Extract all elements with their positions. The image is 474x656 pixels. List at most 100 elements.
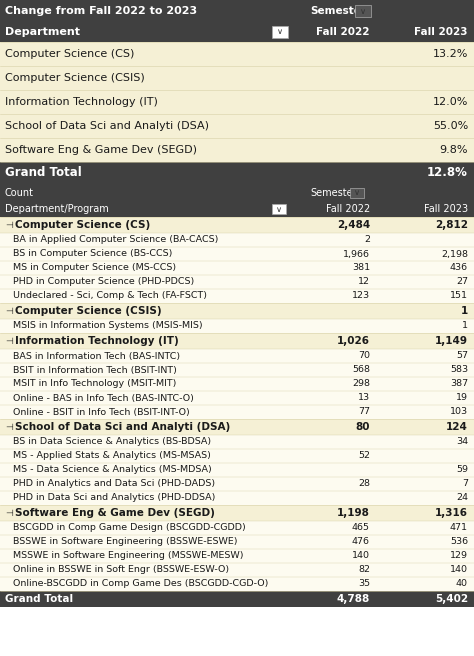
Text: 4,788: 4,788 bbox=[337, 594, 370, 604]
Text: 13.2%: 13.2% bbox=[433, 49, 468, 59]
Text: 583: 583 bbox=[450, 365, 468, 375]
Bar bbox=[0, 349, 474, 363]
Text: Software Eng & Game Dev (SEGD): Software Eng & Game Dev (SEGD) bbox=[5, 145, 197, 155]
Text: Department/Program: Department/Program bbox=[5, 204, 109, 214]
Text: ⊣: ⊣ bbox=[5, 422, 13, 432]
Bar bbox=[350, 188, 364, 197]
Text: ∨: ∨ bbox=[354, 188, 360, 197]
Text: 12.0%: 12.0% bbox=[433, 97, 468, 107]
Text: 1,149: 1,149 bbox=[435, 336, 468, 346]
Text: MSIS in Information Systems (MSIS-MIS): MSIS in Information Systems (MSIS-MIS) bbox=[13, 321, 202, 331]
Text: Semester: Semester bbox=[310, 188, 356, 197]
Text: Grand Total: Grand Total bbox=[5, 594, 73, 604]
Text: 34: 34 bbox=[456, 438, 468, 447]
Text: 57: 57 bbox=[456, 352, 468, 361]
Bar bbox=[0, 201, 474, 217]
Text: Fall 2023: Fall 2023 bbox=[414, 27, 468, 37]
Bar bbox=[0, 217, 474, 233]
Bar bbox=[0, 405, 474, 419]
Text: 19: 19 bbox=[456, 394, 468, 403]
Text: 82: 82 bbox=[358, 565, 370, 575]
Text: Computer Science (CS): Computer Science (CS) bbox=[5, 49, 134, 59]
Text: BSSWE in Software Engineering (BSSWE-ESWE): BSSWE in Software Engineering (BSSWE-ESW… bbox=[13, 537, 237, 546]
Text: Computer Science (CSIS): Computer Science (CSIS) bbox=[5, 73, 145, 83]
Text: BS in Data Science & Analytics (BS-BDSA): BS in Data Science & Analytics (BS-BDSA) bbox=[13, 438, 211, 447]
Text: 24: 24 bbox=[456, 493, 468, 502]
Text: 151: 151 bbox=[450, 291, 468, 300]
Text: ∨: ∨ bbox=[277, 28, 283, 37]
Bar bbox=[0, 247, 474, 261]
Text: Online-BSCGDD in Comp Game Des (BSCGDD-CGD-O): Online-BSCGDD in Comp Game Des (BSCGDD-C… bbox=[13, 579, 268, 588]
Bar bbox=[0, 505, 474, 521]
Bar bbox=[0, 477, 474, 491]
Text: 5,402: 5,402 bbox=[435, 594, 468, 604]
Text: Software Eng & Game Dev (SEGD): Software Eng & Game Dev (SEGD) bbox=[15, 508, 215, 518]
Text: 1,198: 1,198 bbox=[337, 508, 370, 518]
Text: BS in Computer Science (BS-CCS): BS in Computer Science (BS-CCS) bbox=[13, 249, 173, 258]
Text: 27: 27 bbox=[456, 277, 468, 287]
Text: 9.8%: 9.8% bbox=[439, 145, 468, 155]
Text: 2,484: 2,484 bbox=[337, 220, 370, 230]
Text: 2,198: 2,198 bbox=[441, 249, 468, 258]
Text: 12: 12 bbox=[358, 277, 370, 287]
Text: Computer Science (CS): Computer Science (CS) bbox=[15, 220, 150, 230]
Bar bbox=[0, 521, 474, 535]
Text: Fall 2023: Fall 2023 bbox=[424, 204, 468, 214]
Text: Fall 2022: Fall 2022 bbox=[317, 27, 370, 37]
Text: ∨: ∨ bbox=[360, 7, 366, 16]
Text: Online in BSSWE in Soft Engr (BSSWE-ESW-O): Online in BSSWE in Soft Engr (BSSWE-ESW-… bbox=[13, 565, 229, 575]
Bar bbox=[0, 563, 474, 577]
Bar bbox=[0, 463, 474, 477]
Text: ⊣: ⊣ bbox=[5, 220, 13, 230]
Text: MS - Applied Stats & Analytics (MS-MSAS): MS - Applied Stats & Analytics (MS-MSAS) bbox=[13, 451, 211, 461]
Text: 35: 35 bbox=[358, 579, 370, 588]
Text: MS - Data Science & Analytics (MS-MDSA): MS - Data Science & Analytics (MS-MDSA) bbox=[13, 466, 212, 474]
Text: 70: 70 bbox=[358, 352, 370, 361]
Text: 140: 140 bbox=[450, 565, 468, 575]
Text: 298: 298 bbox=[352, 380, 370, 388]
Text: 476: 476 bbox=[352, 537, 370, 546]
Text: 77: 77 bbox=[358, 407, 370, 417]
Bar bbox=[0, 549, 474, 563]
Bar bbox=[272, 204, 286, 214]
Bar bbox=[0, 275, 474, 289]
Text: 124: 124 bbox=[446, 422, 468, 432]
Text: 129: 129 bbox=[450, 552, 468, 560]
Text: 80: 80 bbox=[356, 422, 370, 432]
Bar bbox=[0, 535, 474, 549]
Bar bbox=[0, 114, 474, 138]
Text: 471: 471 bbox=[450, 523, 468, 533]
Bar bbox=[0, 491, 474, 505]
Text: BAS in Information Tech (BAS-INTC): BAS in Information Tech (BAS-INTC) bbox=[13, 352, 180, 361]
Text: 103: 103 bbox=[450, 407, 468, 417]
Text: Grand Total: Grand Total bbox=[5, 167, 82, 180]
Bar bbox=[272, 26, 288, 38]
Bar bbox=[0, 261, 474, 275]
Text: ⊣: ⊣ bbox=[5, 306, 13, 316]
Bar bbox=[0, 363, 474, 377]
Bar bbox=[0, 138, 474, 162]
Text: 1: 1 bbox=[462, 321, 468, 331]
Text: School of Data Sci and Analyti (DSA): School of Data Sci and Analyti (DSA) bbox=[5, 121, 209, 131]
Bar bbox=[355, 5, 371, 17]
Text: 12.8%: 12.8% bbox=[427, 167, 468, 180]
Text: Change from Fall 2022 to 2023: Change from Fall 2022 to 2023 bbox=[5, 6, 197, 16]
Text: Information Technology (IT): Information Technology (IT) bbox=[15, 336, 179, 346]
Text: Department: Department bbox=[5, 27, 80, 37]
Bar bbox=[0, 289, 474, 303]
Bar bbox=[0, 591, 474, 607]
Bar bbox=[0, 0, 474, 22]
Text: PHD in Computer Science (PHD-PDCS): PHD in Computer Science (PHD-PDCS) bbox=[13, 277, 194, 287]
Bar bbox=[0, 233, 474, 247]
Text: Online - BAS in Info Tech (BAS-INTC-O): Online - BAS in Info Tech (BAS-INTC-O) bbox=[13, 394, 194, 403]
Bar bbox=[0, 42, 474, 66]
Text: 2,812: 2,812 bbox=[435, 220, 468, 230]
Bar bbox=[0, 162, 474, 184]
Text: Semester: Semester bbox=[310, 6, 366, 16]
Bar bbox=[0, 449, 474, 463]
Text: Information Technology (IT): Information Technology (IT) bbox=[5, 97, 158, 107]
Text: ∨: ∨ bbox=[276, 205, 282, 213]
Bar bbox=[0, 577, 474, 591]
Text: 1,026: 1,026 bbox=[337, 336, 370, 346]
Text: 1,316: 1,316 bbox=[435, 508, 468, 518]
